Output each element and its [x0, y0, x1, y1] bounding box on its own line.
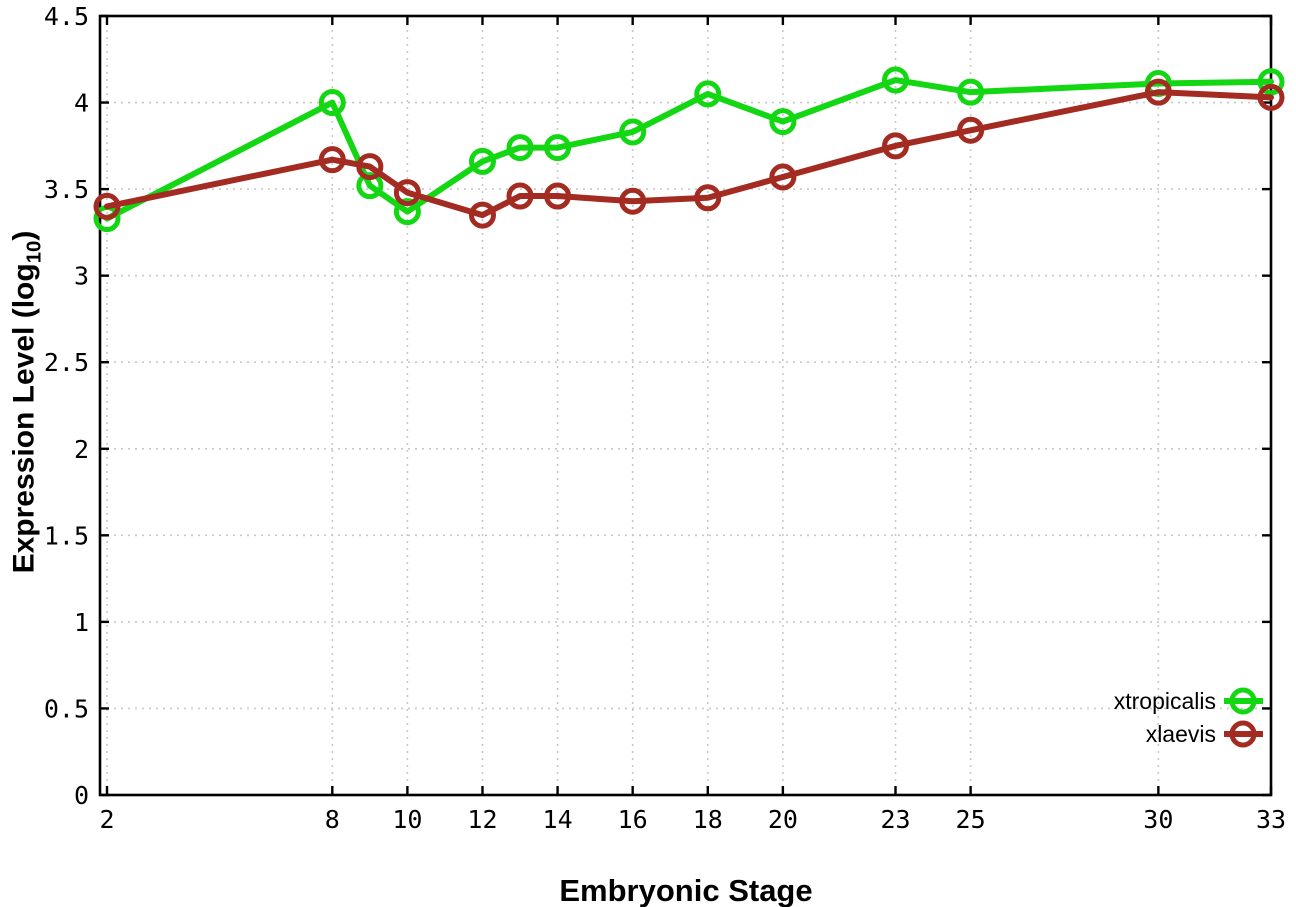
data-point-xtropicalis-stage-8 [318, 89, 346, 117]
data-point-xtropicalis-stage-12 [468, 147, 496, 175]
y-tick-label: 2 [74, 435, 89, 464]
tick-labels: 2 8 10 12 14 16 18 20 23 25 30 33 0 0.5 1 1.5 2 2.5 3 3.5 4 4… [44, 2, 1286, 834]
data-point-xtropicalis-stage-20 [769, 108, 797, 136]
data-point-xlaevis-stage-13 [506, 182, 534, 210]
data-point-xlaevis-stage-25 [957, 116, 985, 144]
series-xtropicalis [93, 66, 1285, 233]
series-line-xlaevis [104, 89, 1274, 219]
data-point-xlaevis-stage-14 [544, 182, 572, 210]
x-axis-title: Embryonic Stage [559, 873, 813, 907]
data-point-xlaevis-stage-16 [619, 187, 647, 215]
y-axis-title-close: ) [7, 230, 41, 241]
data-point-xlaevis-stage-10 [393, 179, 421, 207]
x-tick-label: 30 [1143, 805, 1173, 834]
data-point-xtropicalis-stage-13 [506, 134, 534, 162]
data-point-xtropicalis-stage-9 [356, 172, 384, 200]
data-point-xtropicalis-stage-23 [882, 66, 910, 94]
plot-border [98, 14, 1273, 797]
data-point-xlaevis-stage-12 [468, 201, 496, 229]
data-point-xtropicalis-stage-33 [1257, 68, 1285, 96]
y-axis-title-text: Expression Level (log [7, 263, 41, 574]
y-tick-label: 0.5 [44, 694, 89, 723]
data-point-xlaevis-stage-2 [93, 192, 121, 220]
y-tick-label: 3 [74, 262, 89, 291]
data-point-xlaevis-stage-18 [694, 184, 722, 212]
series-xlaevis [93, 78, 1285, 229]
x-tick-label: 18 [693, 805, 723, 834]
data-point-xlaevis-stage-8 [318, 146, 346, 174]
data-point-xlaevis-stage-23 [882, 132, 910, 160]
y-tick-label: 1 [74, 608, 89, 637]
y-tick-label: 3.5 [44, 175, 89, 204]
y-tick-label: 1.5 [44, 521, 89, 550]
data-point-xlaevis-stage-20 [769, 163, 797, 191]
y-axis-title: Expression Level (log10) [8, 231, 47, 574]
data-point-xlaevis-stage-9 [356, 153, 384, 181]
axis-ticks [100, 14, 1273, 797]
y-tick-label: 2.5 [44, 348, 89, 377]
y-tick-label: 0 [74, 781, 89, 810]
y-axis-title-subscript: 10 [23, 240, 46, 264]
data-point-xlaevis-stage-33 [1257, 83, 1285, 111]
data-point-xlaevis-stage-30 [1144, 78, 1172, 106]
x-tick-label: 14 [543, 805, 573, 834]
x-tick-label: 16 [618, 805, 648, 834]
data-point-xtropicalis-stage-25 [957, 78, 985, 106]
x-tick-label: 20 [768, 805, 798, 834]
x-tick-label: 25 [956, 805, 986, 834]
x-tick-label: 12 [467, 805, 497, 834]
y-tick-label: 4.5 [44, 2, 89, 31]
legend-label-xlaevis: xlaevis [1146, 721, 1216, 747]
x-tick-label: 33 [1256, 805, 1286, 834]
legend: xtropicalis xlaevis [1114, 687, 1263, 748]
legend-marker-xtropicalis [1229, 687, 1257, 715]
x-tick-label: 8 [325, 805, 340, 834]
y-tick-label: 4 [74, 89, 89, 118]
data-point-xtropicalis-stage-18 [694, 80, 722, 108]
data-point-xtropicalis-stage-10 [393, 198, 421, 226]
data-point-xtropicalis-stage-16 [619, 118, 647, 146]
x-tick-label: 23 [880, 805, 910, 834]
x-tick-label: 2 [99, 805, 114, 834]
data-point-xtropicalis-stage-14 [544, 134, 572, 162]
legend-label-xtropicalis: xtropicalis [1114, 688, 1216, 714]
x-tick-label: 10 [392, 805, 422, 834]
legend-marker-xlaevis [1229, 720, 1257, 748]
legend-item-xtropicalis: xtropicalis [1114, 687, 1263, 715]
legend-item-xlaevis: xlaevis [1146, 720, 1263, 748]
